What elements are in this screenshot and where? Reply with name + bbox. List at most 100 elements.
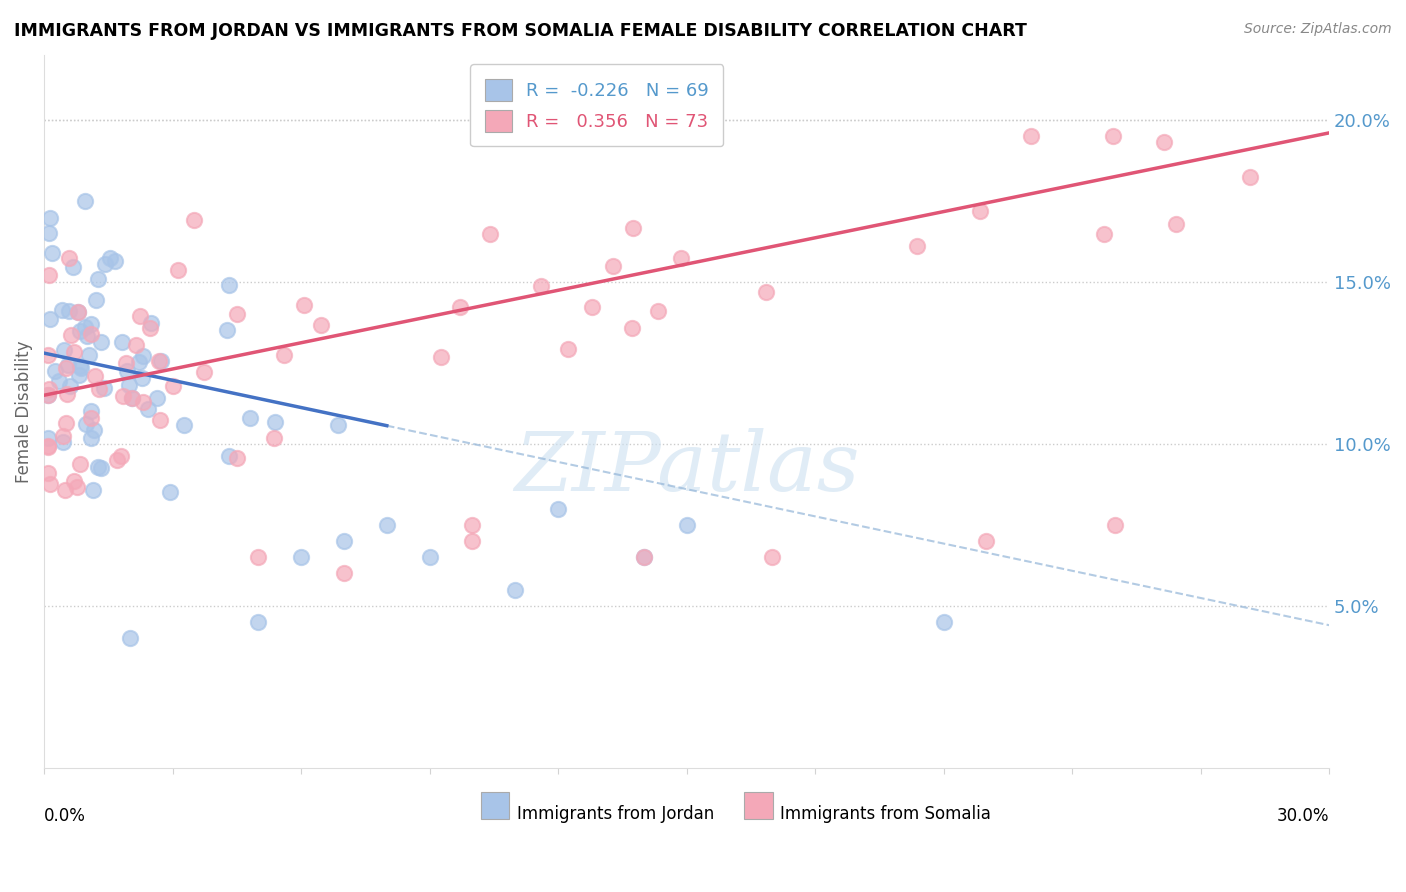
Point [39,477,62,491]
Point [125,338,148,352]
Point [121,391,143,405]
Point [55,361,77,376]
Point [969,203,991,218]
Point [79,431,101,445]
Point [75,320,97,334]
Point [98,251,121,265]
Point [149,354,172,368]
Point [633,550,655,565]
Point [148,354,170,368]
Point [430,350,453,364]
Point [39,211,62,226]
Point [69,359,91,373]
Point [1092,227,1115,241]
Point [110,449,132,463]
Point [86,272,108,286]
Point [51,303,73,318]
Point [37,467,59,481]
Point [70,361,93,376]
Point [1164,217,1187,231]
Point [58,303,80,318]
Point [66,305,89,319]
Point [37,387,59,401]
Point [173,417,195,432]
Text: Source: ZipAtlas.com: Source: ZipAtlas.com [1244,22,1392,37]
Point [93,381,115,395]
Point [581,300,603,314]
Point [239,411,262,425]
Point [159,485,181,500]
Y-axis label: Female Disability: Female Disability [15,340,32,483]
Point [53,483,76,497]
Point [620,321,643,335]
Point [139,321,162,335]
Text: IMMIGRANTS FROM JORDAN VS IMMIGRANTS FROM SOMALIA FEMALE DISABILITY CORRELATION : IMMIGRANTS FROM JORDAN VS IMMIGRANTS FRO… [14,22,1026,40]
Point [118,378,141,392]
Point [547,501,569,516]
Point [136,401,159,416]
Point [183,213,205,227]
Point [121,391,143,405]
Point [1102,129,1125,144]
Point [162,379,184,393]
Point [226,307,249,321]
Text: Immigrants from Jordan: Immigrants from Jordan [517,805,714,823]
Point [67,304,90,318]
Point [530,278,553,293]
Point [932,615,955,629]
Point [52,435,75,450]
Point [669,251,692,265]
Point [225,450,247,465]
Point [80,327,103,342]
Point [328,417,350,432]
Point [905,239,928,253]
Point [58,358,80,372]
Point [976,533,998,548]
Point [41,246,63,260]
Point [84,293,107,308]
Point [79,317,101,331]
Point [128,355,150,369]
Point [247,550,270,565]
Point [83,369,105,384]
Point [87,382,110,396]
Point [58,251,80,265]
Point [149,413,172,427]
Point [139,317,162,331]
Point [38,311,60,326]
Point [263,431,285,445]
Point [118,631,141,645]
Point [87,459,110,474]
Point [75,417,97,431]
Text: 30.0%: 30.0% [1277,807,1329,825]
Point [375,517,398,532]
Text: Immigrants from Somalia: Immigrants from Somalia [780,805,991,823]
Point [461,517,484,532]
Point [37,348,59,362]
FancyBboxPatch shape [744,792,773,819]
Point [77,348,100,362]
Point [37,440,59,454]
Point [38,268,60,283]
Point [38,382,60,396]
Point [419,550,441,565]
Point [311,318,333,332]
Point [69,457,91,471]
Point [38,226,60,240]
Point [602,259,624,273]
Point [621,221,644,235]
Point [193,365,215,379]
Point [115,364,138,378]
Point [633,550,655,565]
Point [131,371,153,385]
Point [94,257,117,271]
Point [56,386,79,401]
Point [82,483,104,497]
Point [215,323,238,337]
Point [132,395,155,409]
Point [80,404,103,418]
Point [755,285,778,300]
Point [55,416,77,430]
Point [44,363,66,377]
Point [83,423,105,437]
